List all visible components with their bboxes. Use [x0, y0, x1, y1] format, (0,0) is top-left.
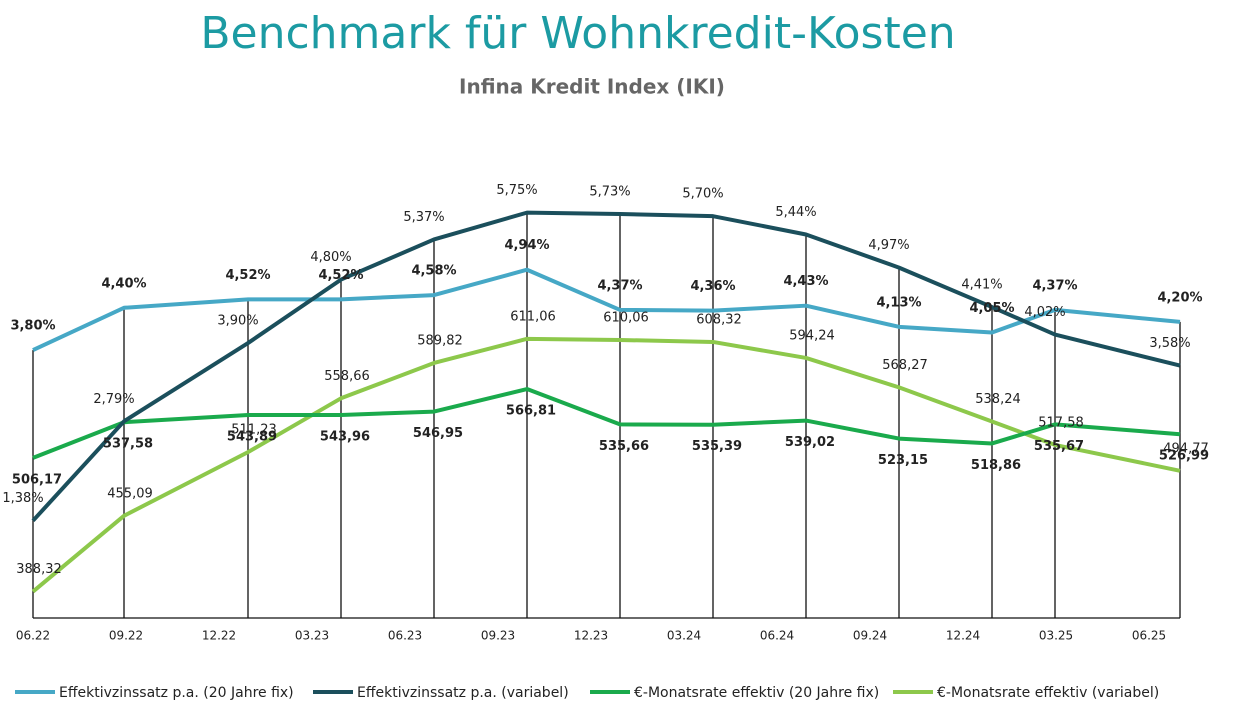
data-label: 4,37%	[597, 278, 642, 293]
data-label: 4,40%	[101, 276, 146, 291]
data-label: 4,52%	[318, 268, 363, 283]
x-tick-label: 03.25	[1039, 629, 1073, 643]
data-label: 558,66	[324, 369, 370, 384]
data-label: 4,36%	[690, 279, 735, 294]
data-label: 3,58%	[1149, 336, 1190, 351]
series-line	[31, 210, 1181, 523]
x-tick-label: 12.22	[202, 629, 236, 643]
data-label: 388,32	[16, 562, 62, 577]
data-label: 535,66	[599, 439, 649, 454]
data-label: 518,86	[971, 458, 1021, 473]
data-label: 4,80%	[310, 250, 351, 265]
data-label: 594,24	[789, 328, 835, 343]
x-tick-label: 03.24	[667, 629, 701, 643]
data-label: 4,41%	[961, 278, 1002, 293]
data-label: 543,96	[320, 429, 370, 444]
chart-title: Benchmark für Wohnkredit-Kosten	[200, 8, 955, 59]
data-label: 4,58%	[411, 264, 456, 279]
x-tick-label: 06.24	[760, 629, 794, 643]
x-tick-label: 06.23	[388, 629, 422, 643]
data-label: 494,77	[1163, 441, 1209, 456]
data-label: 4,94%	[504, 238, 549, 253]
data-label: 566,81	[506, 404, 556, 419]
data-label: 5,44%	[775, 205, 816, 220]
data-label: 455,09	[107, 486, 153, 501]
series-line	[31, 336, 1181, 594]
x-tick-label: 12.24	[946, 629, 980, 643]
chart-subtitle: Infina Kredit Index (IKI)	[459, 75, 725, 99]
data-label: 3,90%	[217, 314, 258, 329]
data-label: 535,39	[692, 439, 742, 454]
legend-label: Effektivzinssatz p.a. (20 Jahre fix)	[59, 685, 294, 701]
data-label: 611,06	[510, 309, 556, 324]
data-label: 537,58	[103, 437, 153, 452]
data-label: 3,80%	[10, 319, 55, 334]
data-label: 2,79%	[93, 392, 134, 407]
x-tick-label: 09.23	[481, 629, 515, 643]
data-label: 4,52%	[225, 268, 270, 283]
data-label: 4,20%	[1157, 290, 1202, 305]
data-label: 589,82	[417, 333, 463, 348]
data-label: 4,97%	[868, 238, 909, 253]
x-tick-label: 09.24	[853, 629, 887, 643]
data-label: 4,02%	[1024, 305, 1065, 320]
data-label: 517,58	[1038, 415, 1084, 430]
data-label: 1,38%	[2, 491, 43, 506]
data-label: 610,06	[603, 310, 649, 325]
data-label: 4,37%	[1032, 278, 1077, 293]
data-label: 5,37%	[403, 210, 444, 225]
x-tick-label: 06.25	[1132, 629, 1166, 643]
series-line	[32, 267, 1181, 352]
data-label: 506,17	[12, 472, 62, 487]
x-tick-label: 09.22	[109, 629, 143, 643]
legend-label: €-Monatsrate effektiv (20 Jahre fix)	[634, 685, 879, 701]
data-label: 4,43%	[783, 274, 828, 289]
x-tick-label: 03.23	[295, 629, 329, 643]
legend-label: Effektivzinssatz p.a. (variabel)	[357, 685, 569, 701]
x-tick-label: 06.22	[16, 629, 50, 643]
data-label: 5,73%	[589, 185, 630, 200]
data-label: 546,95	[413, 426, 463, 441]
data-label: 5,70%	[682, 187, 723, 202]
data-label: 526,99	[1159, 449, 1209, 464]
data-label: 511,23	[231, 423, 277, 438]
series-line	[32, 387, 1181, 460]
data-label: 539,02	[785, 435, 835, 450]
data-label: 543,89	[227, 430, 277, 445]
data-label: 523,15	[878, 453, 928, 468]
data-label: 4,13%	[876, 295, 921, 310]
data-label: 608,32	[696, 312, 742, 327]
data-label: 568,27	[882, 358, 928, 373]
data-label: 4,05%	[969, 301, 1014, 316]
data-label: 5,75%	[496, 183, 537, 198]
data-label: 535,67	[1034, 439, 1084, 454]
x-tick-label: 12.23	[574, 629, 608, 643]
legend-label: €-Monatsrate effektiv (variabel)	[937, 685, 1159, 701]
data-label: 538,24	[975, 392, 1021, 407]
